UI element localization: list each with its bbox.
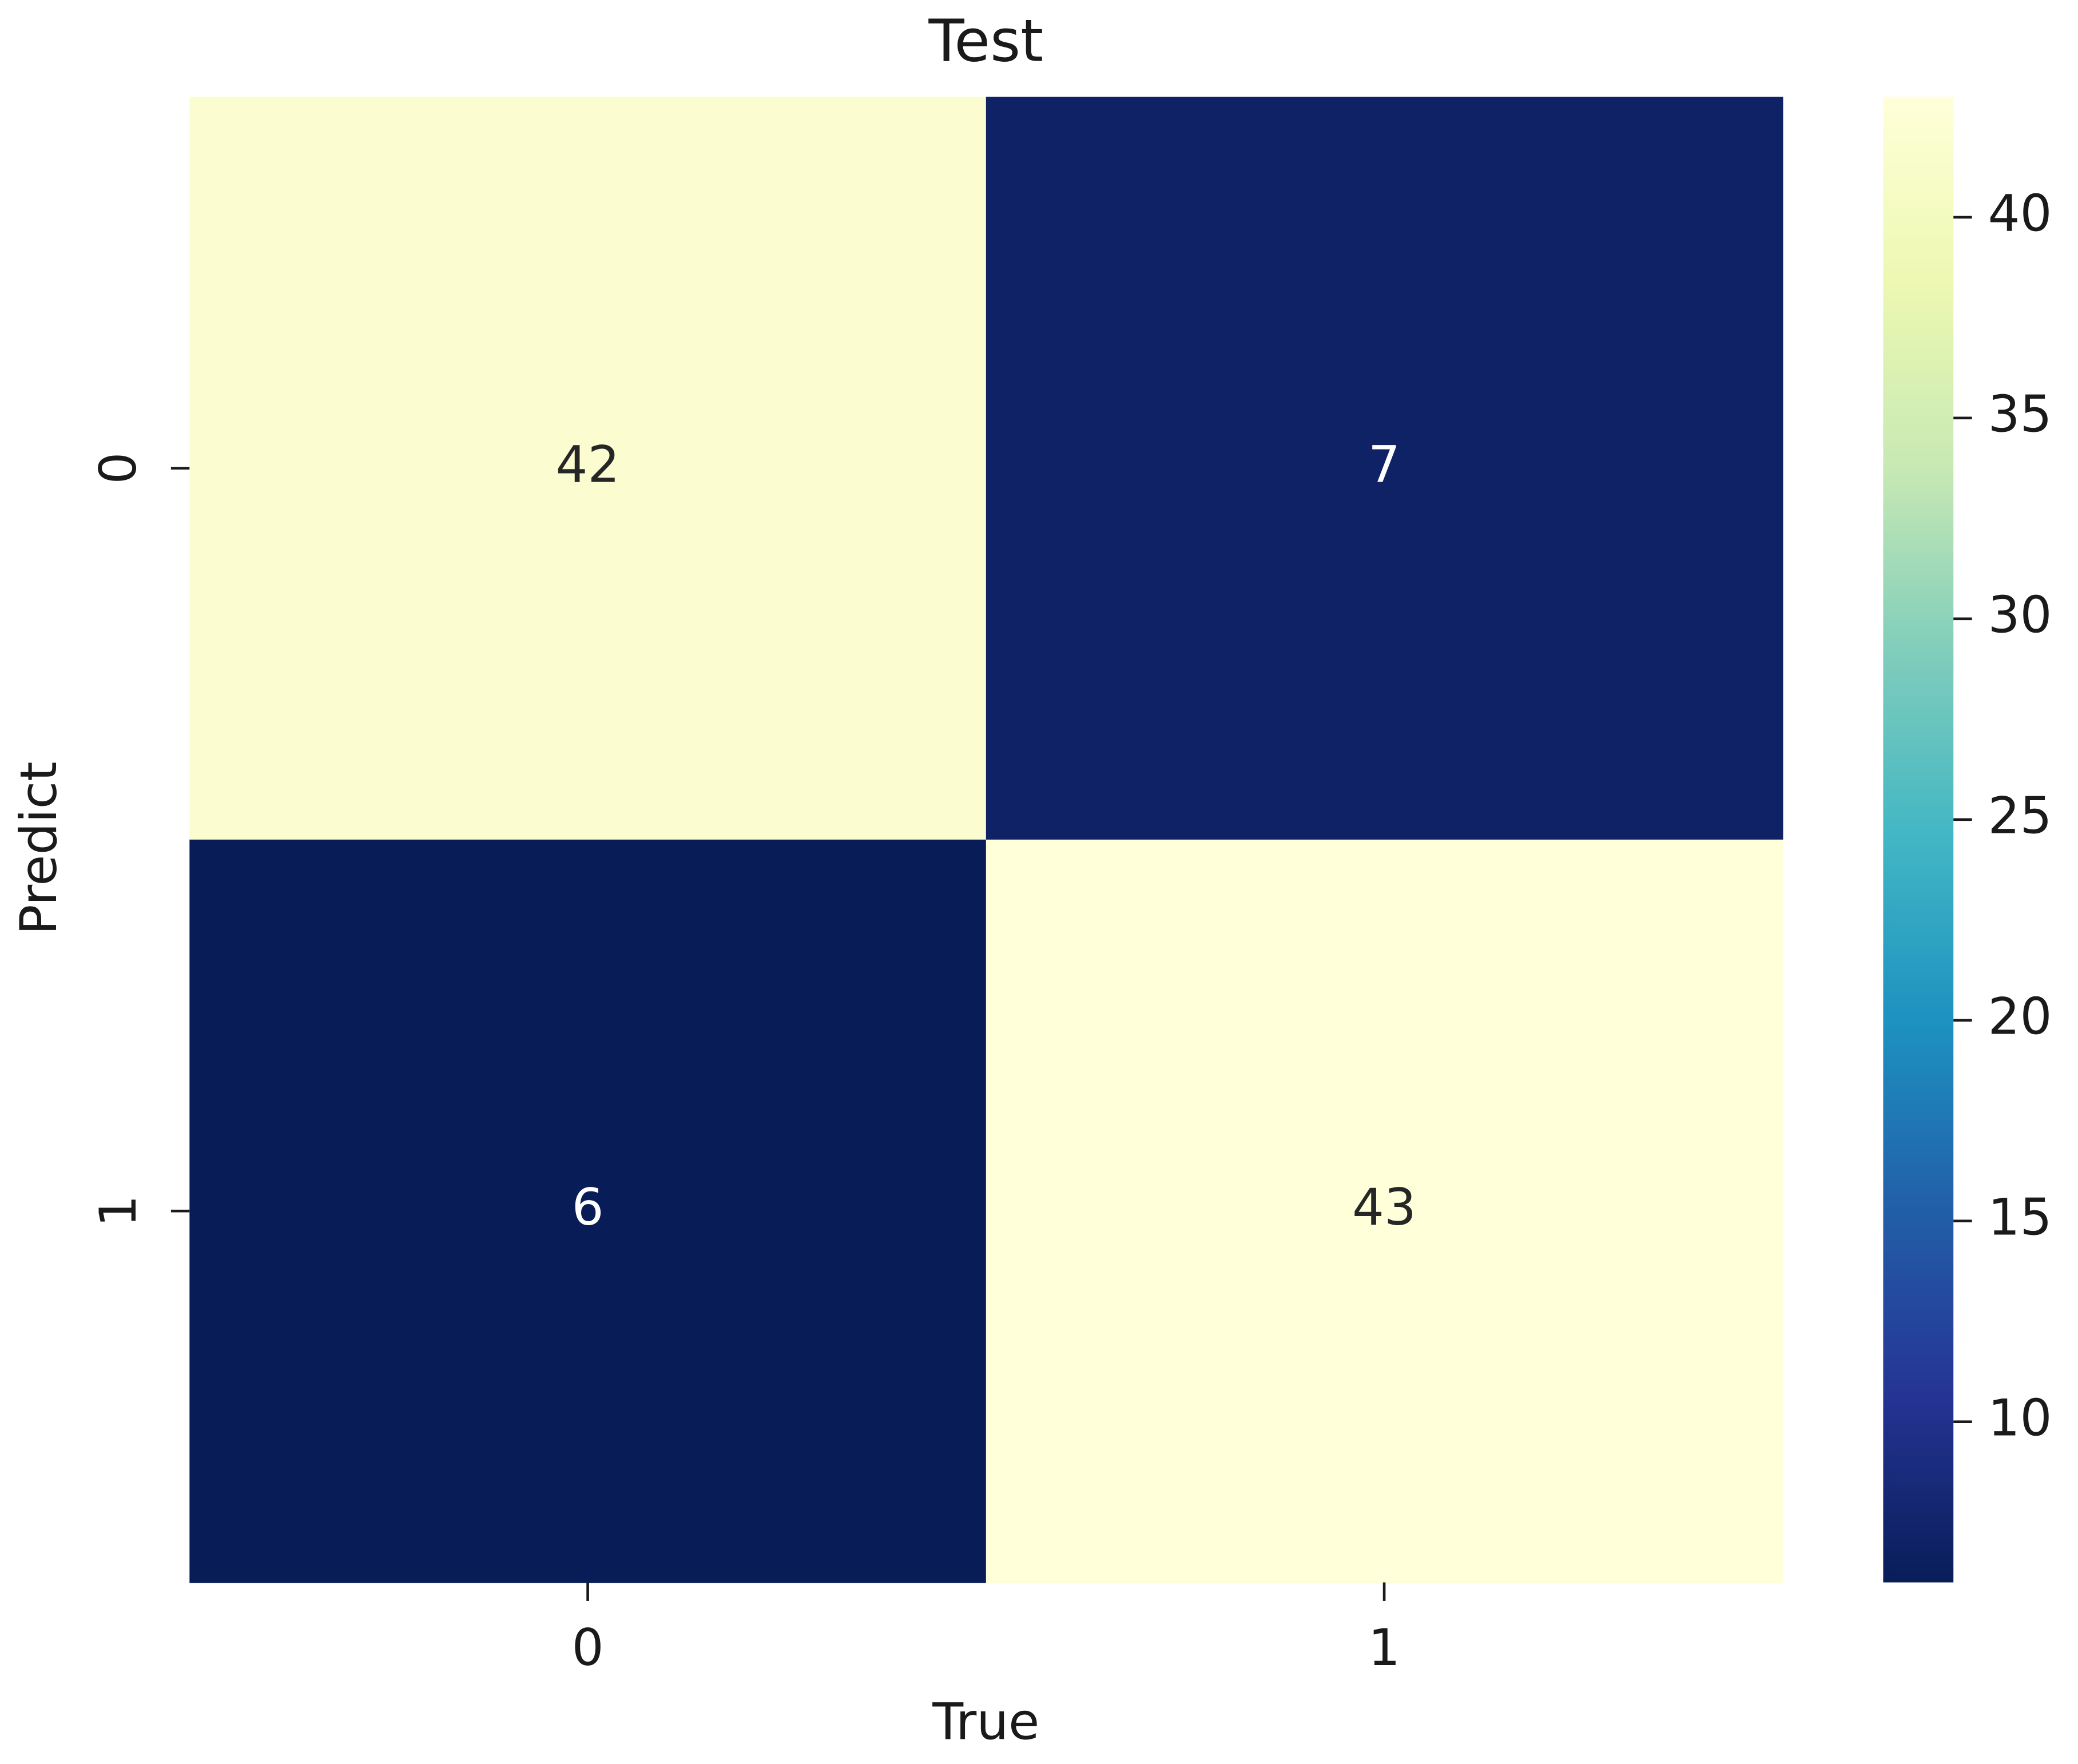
heatmap-cell [986,97,1783,841]
x-axis-label: True [932,1693,1039,1751]
heatmap-cell [189,839,987,1583]
heatmap-cell [986,839,1783,1583]
colorbar-tick-label: 15 [1988,1188,2052,1247]
colorbar-tick-label: 25 [1988,786,2052,845]
cell-value-label: 7 [1368,435,1400,494]
colorbar-tick-label: 35 [1988,385,2052,444]
heatmap-cell [189,97,987,841]
y-axis-label: Predict [9,761,68,935]
x-tick-label: 0 [572,1618,604,1677]
cell-value-label: 42 [556,435,620,494]
chart-title: Test [928,7,1043,76]
y-tick-label: 1 [89,1195,148,1227]
colorbar-tick-label: 40 [1988,184,2052,243]
colorbar-tick-label: 10 [1988,1389,2052,1448]
y-tick-label: 0 [89,452,148,484]
cell-value-label: 6 [572,1178,604,1237]
colorbar-tick-label: 20 [1988,987,2052,1046]
colorbar [1883,97,1954,1583]
colorbar-tick-label: 30 [1988,586,2052,645]
x-tick-label: 1 [1368,1618,1400,1677]
cell-value-label: 43 [1352,1178,1416,1237]
